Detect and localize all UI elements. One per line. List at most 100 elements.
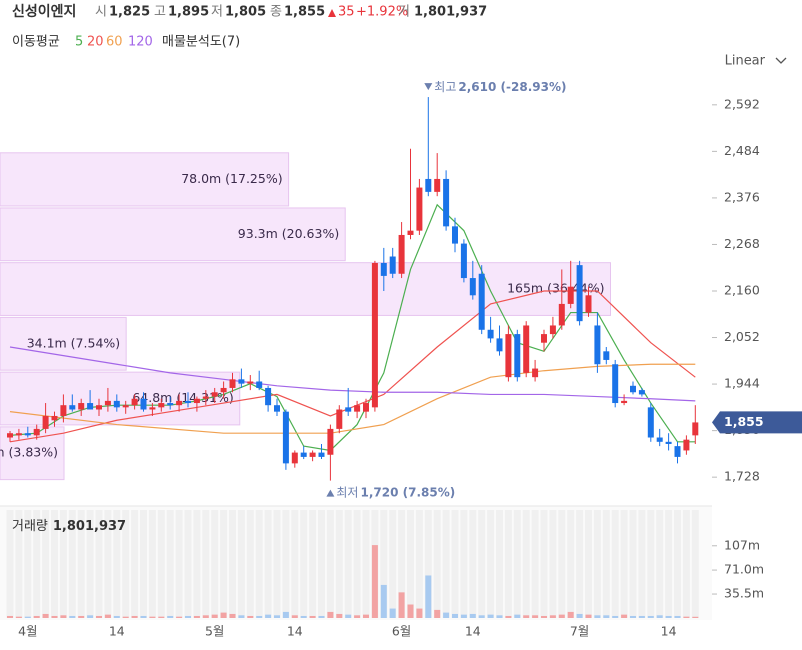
volume-bar [371,545,378,618]
volume-title: 거래량 1,801,937 [12,519,126,534]
volume-bar [380,584,387,618]
candle-body [15,433,22,436]
volume-bar [354,615,361,618]
y-tick-label: 2,160 [724,282,760,297]
candle-body [665,441,672,444]
volume-bar [87,615,94,618]
volume-stripe [513,510,521,618]
candle-body [33,428,40,436]
candle-body [96,405,102,410]
volume-bar [131,615,138,618]
volume-bar [549,615,556,618]
volume-stripe [665,510,673,618]
volume-bar [576,613,583,618]
volume-bar [122,616,129,618]
volume-bar [647,615,654,618]
volume-stripe [487,510,495,618]
volume-stripe [237,510,245,618]
volume-bar [318,615,325,618]
candle-body [238,379,245,384]
volume-stripe [424,510,432,618]
profile-label: 78.0m (17.25%) [181,171,282,186]
volume-stripe [478,510,486,618]
up-arrow [328,9,336,17]
candle-body [443,178,450,227]
candle-body [603,351,610,360]
candle-body [416,187,423,231]
candle-body [380,262,387,276]
volume-stripe [86,510,94,618]
candle-body [158,403,165,408]
volume-bar [692,616,699,618]
candle-body [692,422,699,436]
volume-bar [558,614,565,618]
volume-bar [78,615,85,618]
volume-stripe [611,510,619,618]
profile-label: 매물분석도(7) [162,35,240,50]
note-text: 최고 [434,80,456,94]
volume-bar [113,615,120,618]
volume-stripe [148,510,156,618]
volume-bar [496,615,503,618]
candle-body [202,396,209,399]
volume-stripe [620,510,628,618]
legend-entry: 60 [106,35,123,50]
candle-body [229,379,236,388]
candle-body [389,256,396,274]
volume-stripe [602,510,610,618]
volume-stripe [184,510,192,618]
volume-title-label: 거래량 [12,519,48,534]
volume-stripe [42,510,50,618]
volume-stripe [255,510,263,618]
candle-body [282,411,289,464]
profile-label: 17.3m (3.83%) [0,445,58,460]
candle-body [176,400,183,406]
volume-stripe [264,510,272,618]
volume-stripe [576,510,584,618]
candle-body [149,407,156,410]
volume-stripe [326,510,334,618]
candle-body [327,428,334,455]
candle-body [291,452,298,464]
candle-body [247,381,254,384]
note-value: 1,720 (7.85%) [360,485,455,499]
scale-mode[interactable]: Linear [725,54,766,69]
volume-stripe [531,510,539,618]
candle-body [549,325,556,335]
candle-body [585,295,592,313]
volume-stripe [335,510,343,618]
note-arrow [326,489,335,497]
volume-stripe [309,510,317,618]
candle-body [60,405,67,416]
volume-stripe [567,510,575,618]
candle-body [612,364,619,404]
volume-bar [336,613,343,618]
volume-stripe [273,510,281,618]
x-tick-label: 4월 [18,624,37,639]
volume-stripe [398,510,406,618]
volume-stripe [122,510,130,618]
volume-stripe [33,510,41,618]
candle-body [42,415,49,429]
y-tick-label: 2,052 [724,329,760,344]
scale-chevron[interactable] [775,57,787,64]
volume-bar [514,614,521,618]
candle-body [274,405,280,412]
volume-bar [487,614,494,618]
volume-stripe [691,510,699,618]
volume-stripe [656,510,664,618]
volume-bar [220,612,227,618]
candle-body [345,407,352,412]
volume-stripe [380,510,388,618]
volume-bar [478,615,485,618]
volume-bar [265,614,272,618]
candle-body [683,439,690,451]
volume-stripe [77,510,85,618]
volume-bar [33,615,40,618]
candle-body [398,234,405,274]
profile-bar [0,207,346,262]
volume-bar [104,614,111,618]
candle-body [256,381,263,388]
quote-label: 시 [95,5,107,20]
volume-bar [24,616,31,618]
